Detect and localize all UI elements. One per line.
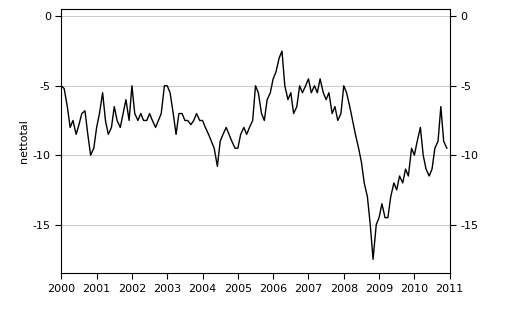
Y-axis label: nettotal: nettotal [19,119,29,163]
